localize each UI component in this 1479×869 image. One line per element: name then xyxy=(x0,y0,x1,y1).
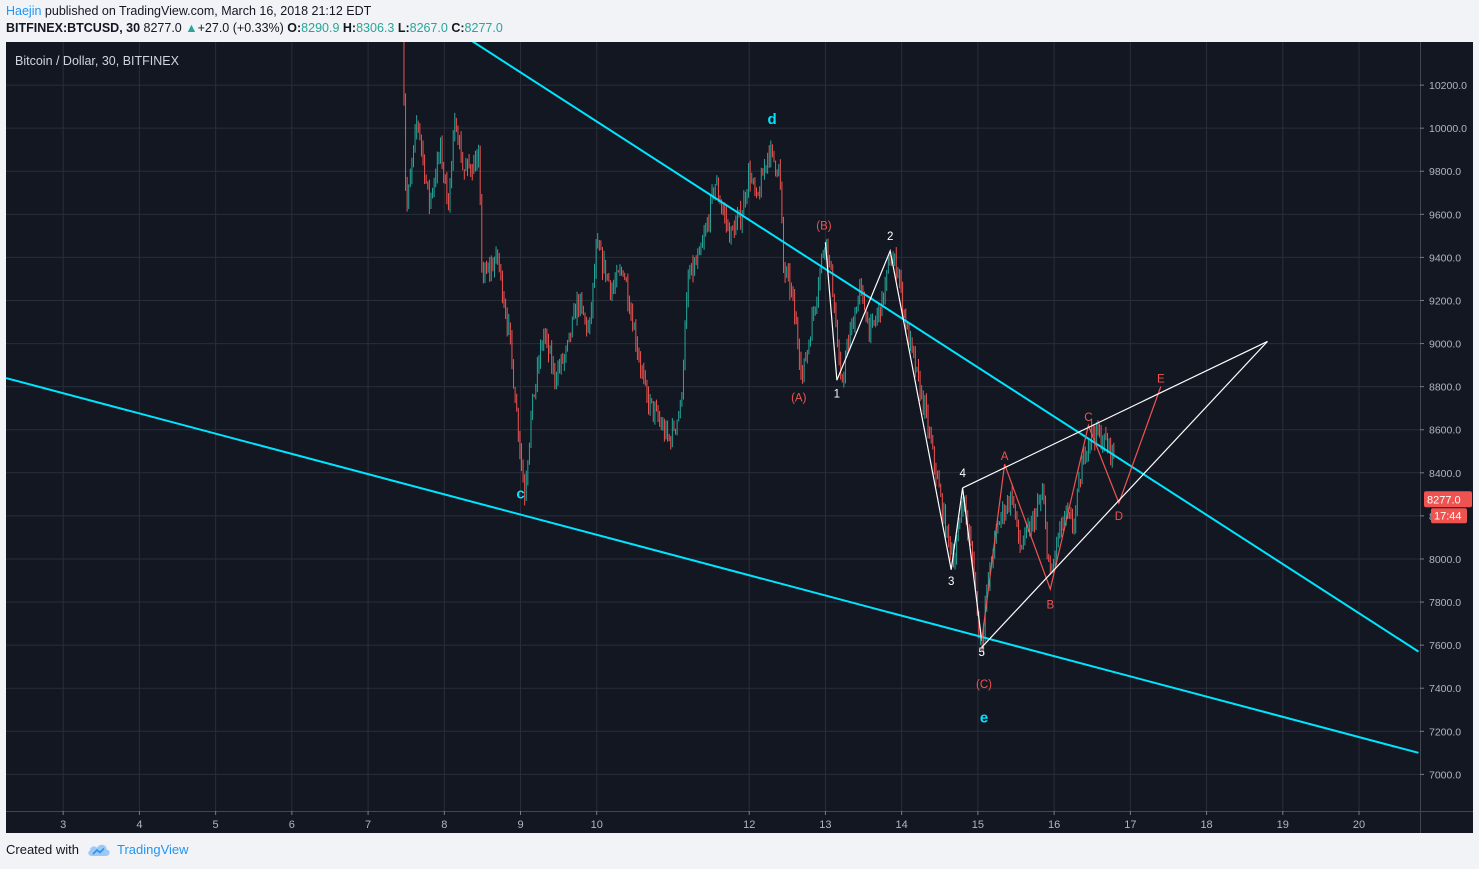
y-tick-label: 7600.0 xyxy=(1429,640,1461,652)
wave-label: D xyxy=(1115,511,1123,523)
grid-lines xyxy=(6,42,1420,811)
y-tick-label: 9800.0 xyxy=(1429,166,1461,178)
y-tick-label: 8000.0 xyxy=(1429,554,1461,566)
publish-text: published on TradingView.com, March 16, … xyxy=(44,4,372,18)
y-tick-label: 10200.0 xyxy=(1429,80,1467,92)
trendline-upper xyxy=(452,28,1420,653)
chart-area[interactable]: c d e (A) (B) (C) 1 2 3 4 5 A B C D E 7000.0 7200.0 7400.… xyxy=(5,0,1473,833)
x-tick-label: 15 xyxy=(972,819,984,831)
y-tick-label: 9600.0 xyxy=(1429,209,1461,221)
wave-label: C xyxy=(1084,412,1092,424)
high-value: 8306.3 xyxy=(356,21,395,35)
wave-label: 2 xyxy=(887,231,893,243)
wave-label: 3 xyxy=(948,576,954,588)
y-tick-label: 9400.0 xyxy=(1429,252,1461,264)
price-change: +27.0 (+0.33%) xyxy=(197,21,284,35)
x-tick-label: 12 xyxy=(743,819,755,831)
x-tick-label: 4 xyxy=(136,819,142,831)
candles xyxy=(401,0,1115,656)
countdown-tag-value: 17:44 xyxy=(1434,510,1462,522)
x-tick-label: 6 xyxy=(289,819,295,831)
x-tick-label: 10 xyxy=(591,819,603,831)
wave-label: (A) xyxy=(791,393,807,405)
wave-label: 5 xyxy=(978,647,984,659)
y-tick-label: 8400.0 xyxy=(1429,468,1461,480)
tradingview-brand-link[interactable]: TradingView xyxy=(116,842,189,857)
last-price: 8277.0 xyxy=(143,21,182,35)
wave-label: (C) xyxy=(976,679,992,691)
footer: Created with TradingView xyxy=(6,842,189,857)
high-label: H: xyxy=(342,21,357,35)
x-tick-label: 17 xyxy=(1124,819,1136,831)
y-tick-label: 7800.0 xyxy=(1429,597,1461,609)
time-axis[interactable]: 3 4 5 6 7 8 9 10 12 13 14 15 16 17 18 19 20 xyxy=(60,811,1365,831)
x-tick-label: 19 xyxy=(1277,819,1289,831)
x-tick-label: 13 xyxy=(819,819,831,831)
trendline-lower xyxy=(5,377,1419,754)
publish-line: Haejin published on TradingView.com, Mar… xyxy=(6,3,503,20)
wave-label: A xyxy=(1001,451,1009,463)
wave-label: d xyxy=(767,111,776,128)
wave-path-white xyxy=(962,340,1268,489)
chart-title: Bitcoin / Dollar, 30, BITFINEX xyxy=(15,54,180,68)
y-tick-label: 7400.0 xyxy=(1429,683,1461,695)
open-label: O: xyxy=(287,21,302,35)
wave-paths[interactable] xyxy=(824,242,1268,648)
y-tick-label: 9200.0 xyxy=(1429,295,1461,307)
x-tick-label: 18 xyxy=(1200,819,1212,831)
chart-header: Haejin published on TradingView.com, Mar… xyxy=(6,3,503,37)
wave-path-white xyxy=(824,242,983,641)
x-tick-label: 5 xyxy=(213,819,219,831)
price-axis[interactable]: 7000.07200.07400.07600.07800.08000.08200… xyxy=(1420,80,1467,781)
wave-labels: c d e (A) (B) (C) 1 2 3 4 5 A B C D E xyxy=(516,111,1165,727)
x-tick-label: 14 xyxy=(896,819,908,831)
y-tick-label: 9000.0 xyxy=(1429,339,1461,351)
x-tick-label: 16 xyxy=(1048,819,1060,831)
x-tick-label: 8 xyxy=(441,819,447,831)
low-label: L: xyxy=(397,21,410,35)
wave-label: (B) xyxy=(816,220,832,232)
ohlc-line: BITFINEX:BTCUSD, 30 8277.0 ▲+27.0 (+0.33… xyxy=(6,20,503,37)
x-tick-label: 20 xyxy=(1353,819,1365,831)
created-with-label: Created with xyxy=(6,842,79,857)
countdown-tag-bg xyxy=(1431,508,1467,524)
symbol-label: BITFINEX:BTCUSD, 30 xyxy=(6,21,141,35)
close-value: 8277.0 xyxy=(464,21,503,35)
y-tick-label: 7000.0 xyxy=(1429,769,1461,781)
y-tick-label: 8800.0 xyxy=(1429,382,1461,394)
up-triangle-icon: ▲ xyxy=(185,21,198,35)
last-price-tag-bg xyxy=(1424,491,1472,508)
wave-label: B xyxy=(1046,600,1054,612)
close-label: C: xyxy=(451,21,465,35)
wave-path-red xyxy=(981,386,1162,641)
x-tick-label: 3 xyxy=(60,819,66,831)
y-tick-label: 10000.0 xyxy=(1429,123,1467,135)
trendlines[interactable] xyxy=(5,28,1420,754)
wave-label: 4 xyxy=(959,468,966,480)
y-tick-label: 7200.0 xyxy=(1429,726,1461,738)
low-value: 8267.0 xyxy=(409,21,448,35)
wave-label: c xyxy=(516,486,524,503)
tradingview-cloud-icon xyxy=(88,844,110,856)
last-price-tag-value: 8277.0 xyxy=(1427,494,1461,506)
wave-label: E xyxy=(1157,373,1165,385)
y-tick-label: 8600.0 xyxy=(1429,425,1461,437)
wave-label: e xyxy=(980,710,988,727)
x-tick-label: 7 xyxy=(365,819,371,831)
wave-path-white xyxy=(981,340,1268,648)
last-price-tag: 8277.0 17:44 xyxy=(1424,491,1472,524)
wave-label: 1 xyxy=(834,388,840,400)
x-tick-label: 9 xyxy=(517,819,523,831)
author-link[interactable]: Haejin xyxy=(6,4,42,18)
open-value: 8290.9 xyxy=(301,21,340,35)
